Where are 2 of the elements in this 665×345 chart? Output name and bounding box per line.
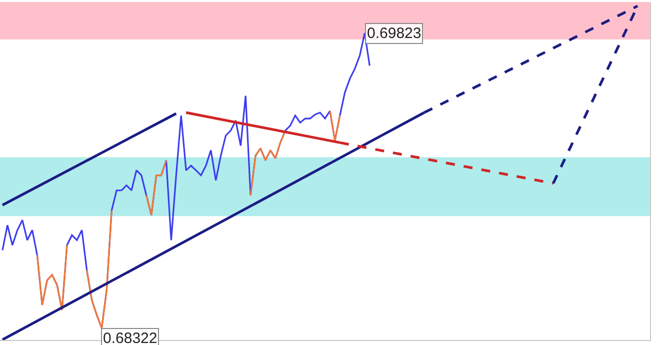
annotation: 0.68322 <box>103 330 158 345</box>
annotation: 0.69823 <box>367 25 422 42</box>
